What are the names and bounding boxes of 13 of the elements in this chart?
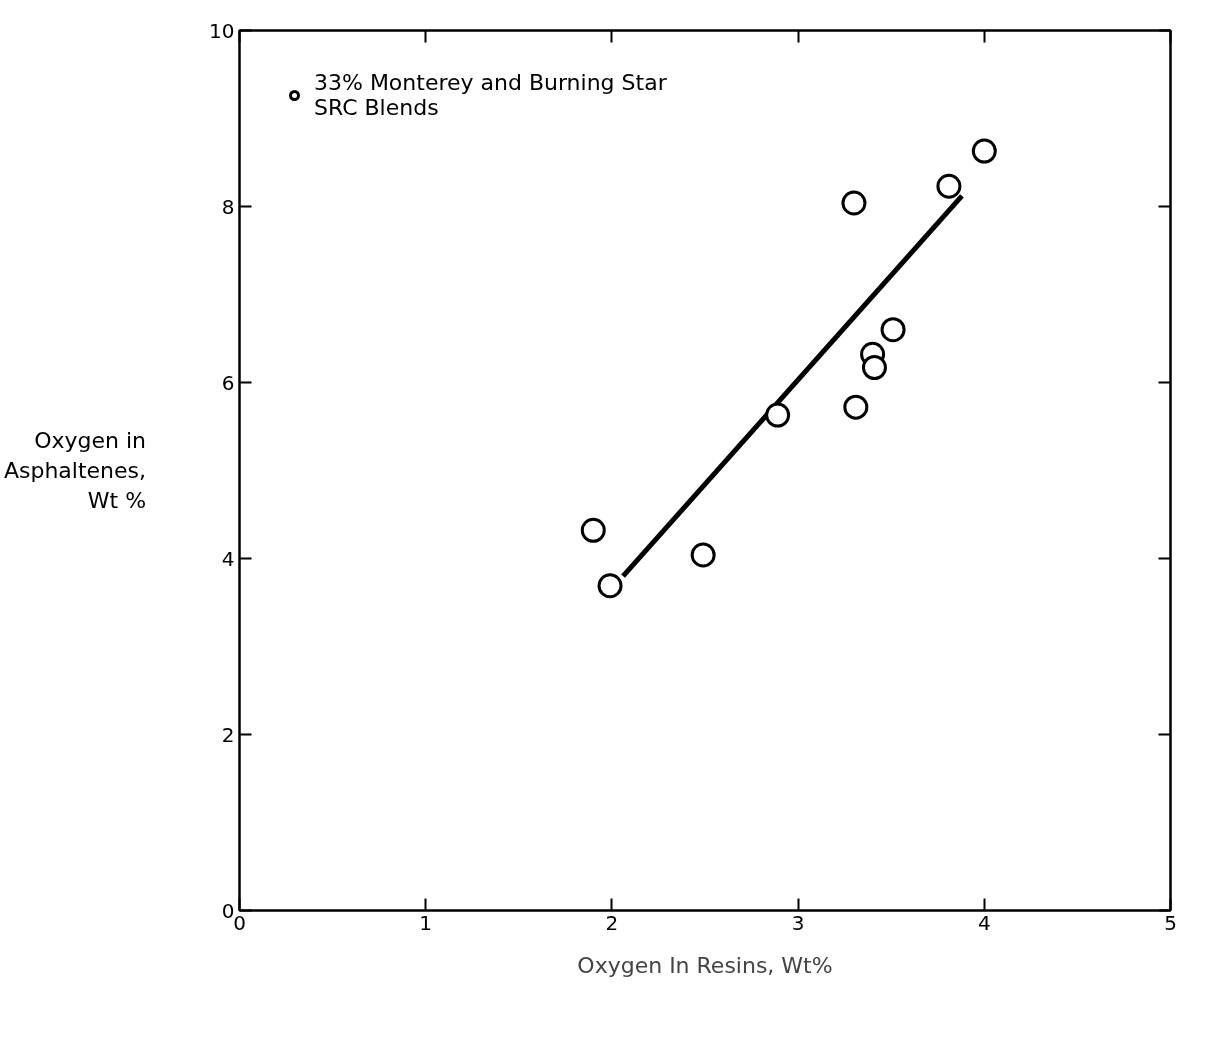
y-tick-label: 6 <box>221 370 235 395</box>
x-tick-label: 3 <box>791 910 805 935</box>
y-tick-label: 10 <box>209 18 235 43</box>
x-tick-label: 2 <box>605 910 619 935</box>
legend-label: 33% Monterey and Burning Star SRC Blends <box>314 70 667 120</box>
y-axis-title: Oxygen in Asphaltenes, Wt % <box>3 428 147 513</box>
y-tick-label: 2 <box>221 722 235 747</box>
y-tick-label: 8 <box>221 194 235 219</box>
x-tick-label: 1 <box>419 910 433 935</box>
x-axis-title: Oxygen In Resins, Wt% <box>577 952 833 978</box>
x-tick-label: 4 <box>977 910 991 935</box>
y-tick-label: 4 <box>221 546 235 571</box>
x-tick-label: 5 <box>1164 910 1177 935</box>
